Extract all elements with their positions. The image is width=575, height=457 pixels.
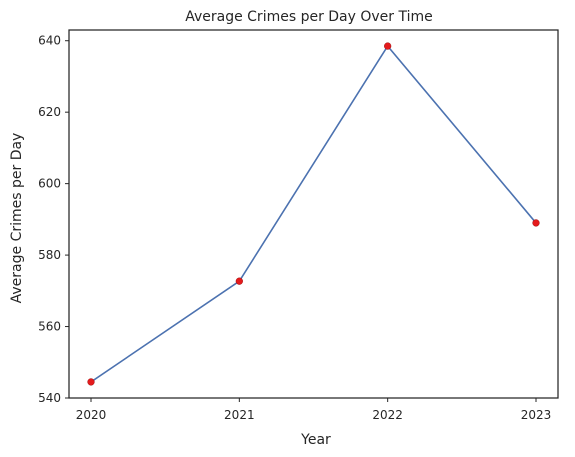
y-tick-label: 560 (38, 320, 61, 334)
series-line (90, 44, 537, 383)
y-tick-label: 540 (38, 391, 61, 405)
data-point (532, 219, 540, 227)
y-tick-label: 640 (38, 34, 61, 48)
plot-area (87, 42, 540, 386)
ticks-layer: 540 560 580 600 620 640 2020 2021 2022 2023 (38, 34, 551, 422)
x-tick-label: 2021 (224, 408, 255, 422)
plot-frame (68, 29, 559, 399)
data-point (384, 42, 392, 50)
data-point (235, 277, 243, 285)
y-axis-label: Average Crimes per Day (9, 133, 25, 304)
y-tick-label: 600 (38, 177, 61, 191)
x-tick-label: 2022 (372, 408, 403, 422)
x-tick-label: 2020 (76, 408, 107, 422)
data-point (87, 378, 95, 386)
x-tick-label: 2023 (521, 408, 552, 422)
y-tick-label: 620 (38, 105, 61, 119)
x-axis-label: Year (300, 432, 331, 448)
chart-title: Average Crimes per Day Over Time (185, 9, 433, 25)
y-tick-label: 580 (38, 248, 61, 262)
